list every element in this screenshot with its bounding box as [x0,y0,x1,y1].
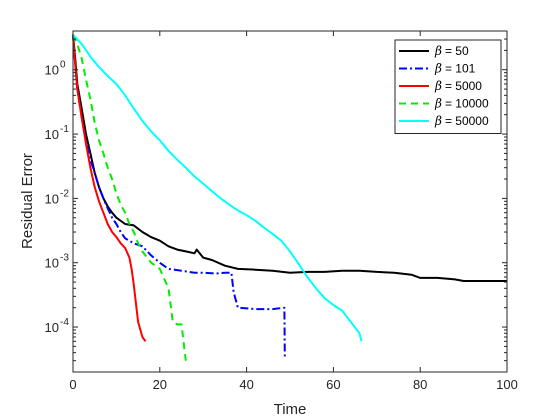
x-tick-label: 0 [69,377,76,392]
y-tick-exponent: -3 [60,253,69,264]
x-tick-label: 100 [496,377,518,392]
y-tick-label: 10 [45,191,59,206]
x-axis-label: Time [274,401,307,418]
legend-beta: β [434,97,442,111]
legend-label-4: β = 50000 [434,114,489,128]
legend-value: = 50 [445,44,469,58]
x-tick-label: 20 [153,377,167,392]
y-tick-exponent: 0 [60,60,66,71]
y-tick-exponent: -1 [60,124,69,135]
y-axis-label: Residual Error [19,153,36,249]
y-tick-exponent: -4 [60,317,69,328]
legend-label-2: β = 5000 [434,79,482,93]
series-line-3 [72,34,187,361]
series-line-4 [72,34,363,342]
x-tick-label: 80 [413,377,427,392]
legend-label-0: β = 50 [434,44,469,58]
legend-beta: β [434,44,442,58]
y-tick-exponent: -2 [60,188,69,199]
legend-beta: β [434,62,442,76]
legend-value: = 101 [445,62,476,76]
series-line-1 [72,34,286,357]
x-tick-label: 60 [326,377,340,392]
legend-beta: β [434,114,442,128]
legend-label-1: β = 101 [434,62,476,76]
y-tick-label: 10 [45,256,59,271]
y-tick-label: 10 [45,127,59,142]
series-layer [72,34,507,361]
legend-label-3: β = 10000 [434,97,489,111]
legend-value: = 50000 [445,114,489,128]
legend-value: = 10000 [445,97,489,111]
legend-value: = 5000 [445,79,482,93]
series-line-0 [72,34,507,282]
x-tick-label: 40 [239,377,253,392]
y-tick-label: 10 [45,63,59,78]
series-line-2 [72,34,147,342]
y-tick-label: 10 [45,320,59,335]
legend-beta: β [434,79,442,93]
